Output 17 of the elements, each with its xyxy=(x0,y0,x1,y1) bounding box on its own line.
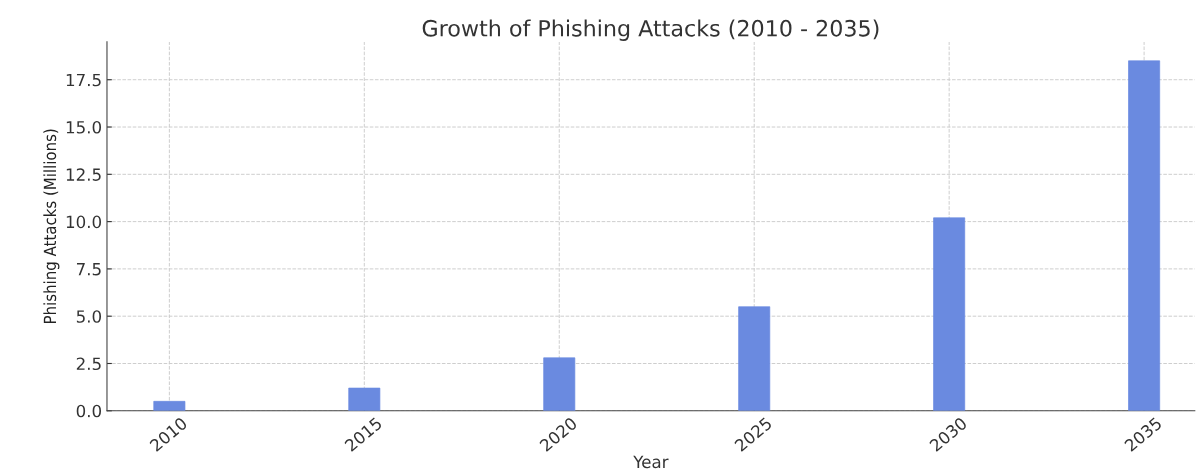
bar xyxy=(1128,60,1161,411)
x-axis-title: Year xyxy=(633,455,669,469)
bar xyxy=(153,400,186,411)
bar xyxy=(543,357,576,411)
bar xyxy=(738,306,771,411)
y-tick-label: 17.5 xyxy=(66,73,101,87)
y-tick-label: 2.5 xyxy=(76,357,101,371)
y-tick-label: 5.0 xyxy=(76,310,102,323)
y-tick-label: 10.0 xyxy=(66,215,102,229)
y-axis-title: Phishing Attacks (Millions) xyxy=(43,129,60,323)
y-tick-label: 7.5 xyxy=(76,263,101,276)
bar xyxy=(348,387,381,411)
y-tick-label: 0.0 xyxy=(76,404,102,418)
chart-title: Growth of Phishing Attacks (2010 - 2035) xyxy=(422,19,879,41)
y-tick-label: 12.5 xyxy=(66,168,101,181)
y-tick-label: 15.0 xyxy=(66,120,102,134)
bar xyxy=(933,217,966,411)
